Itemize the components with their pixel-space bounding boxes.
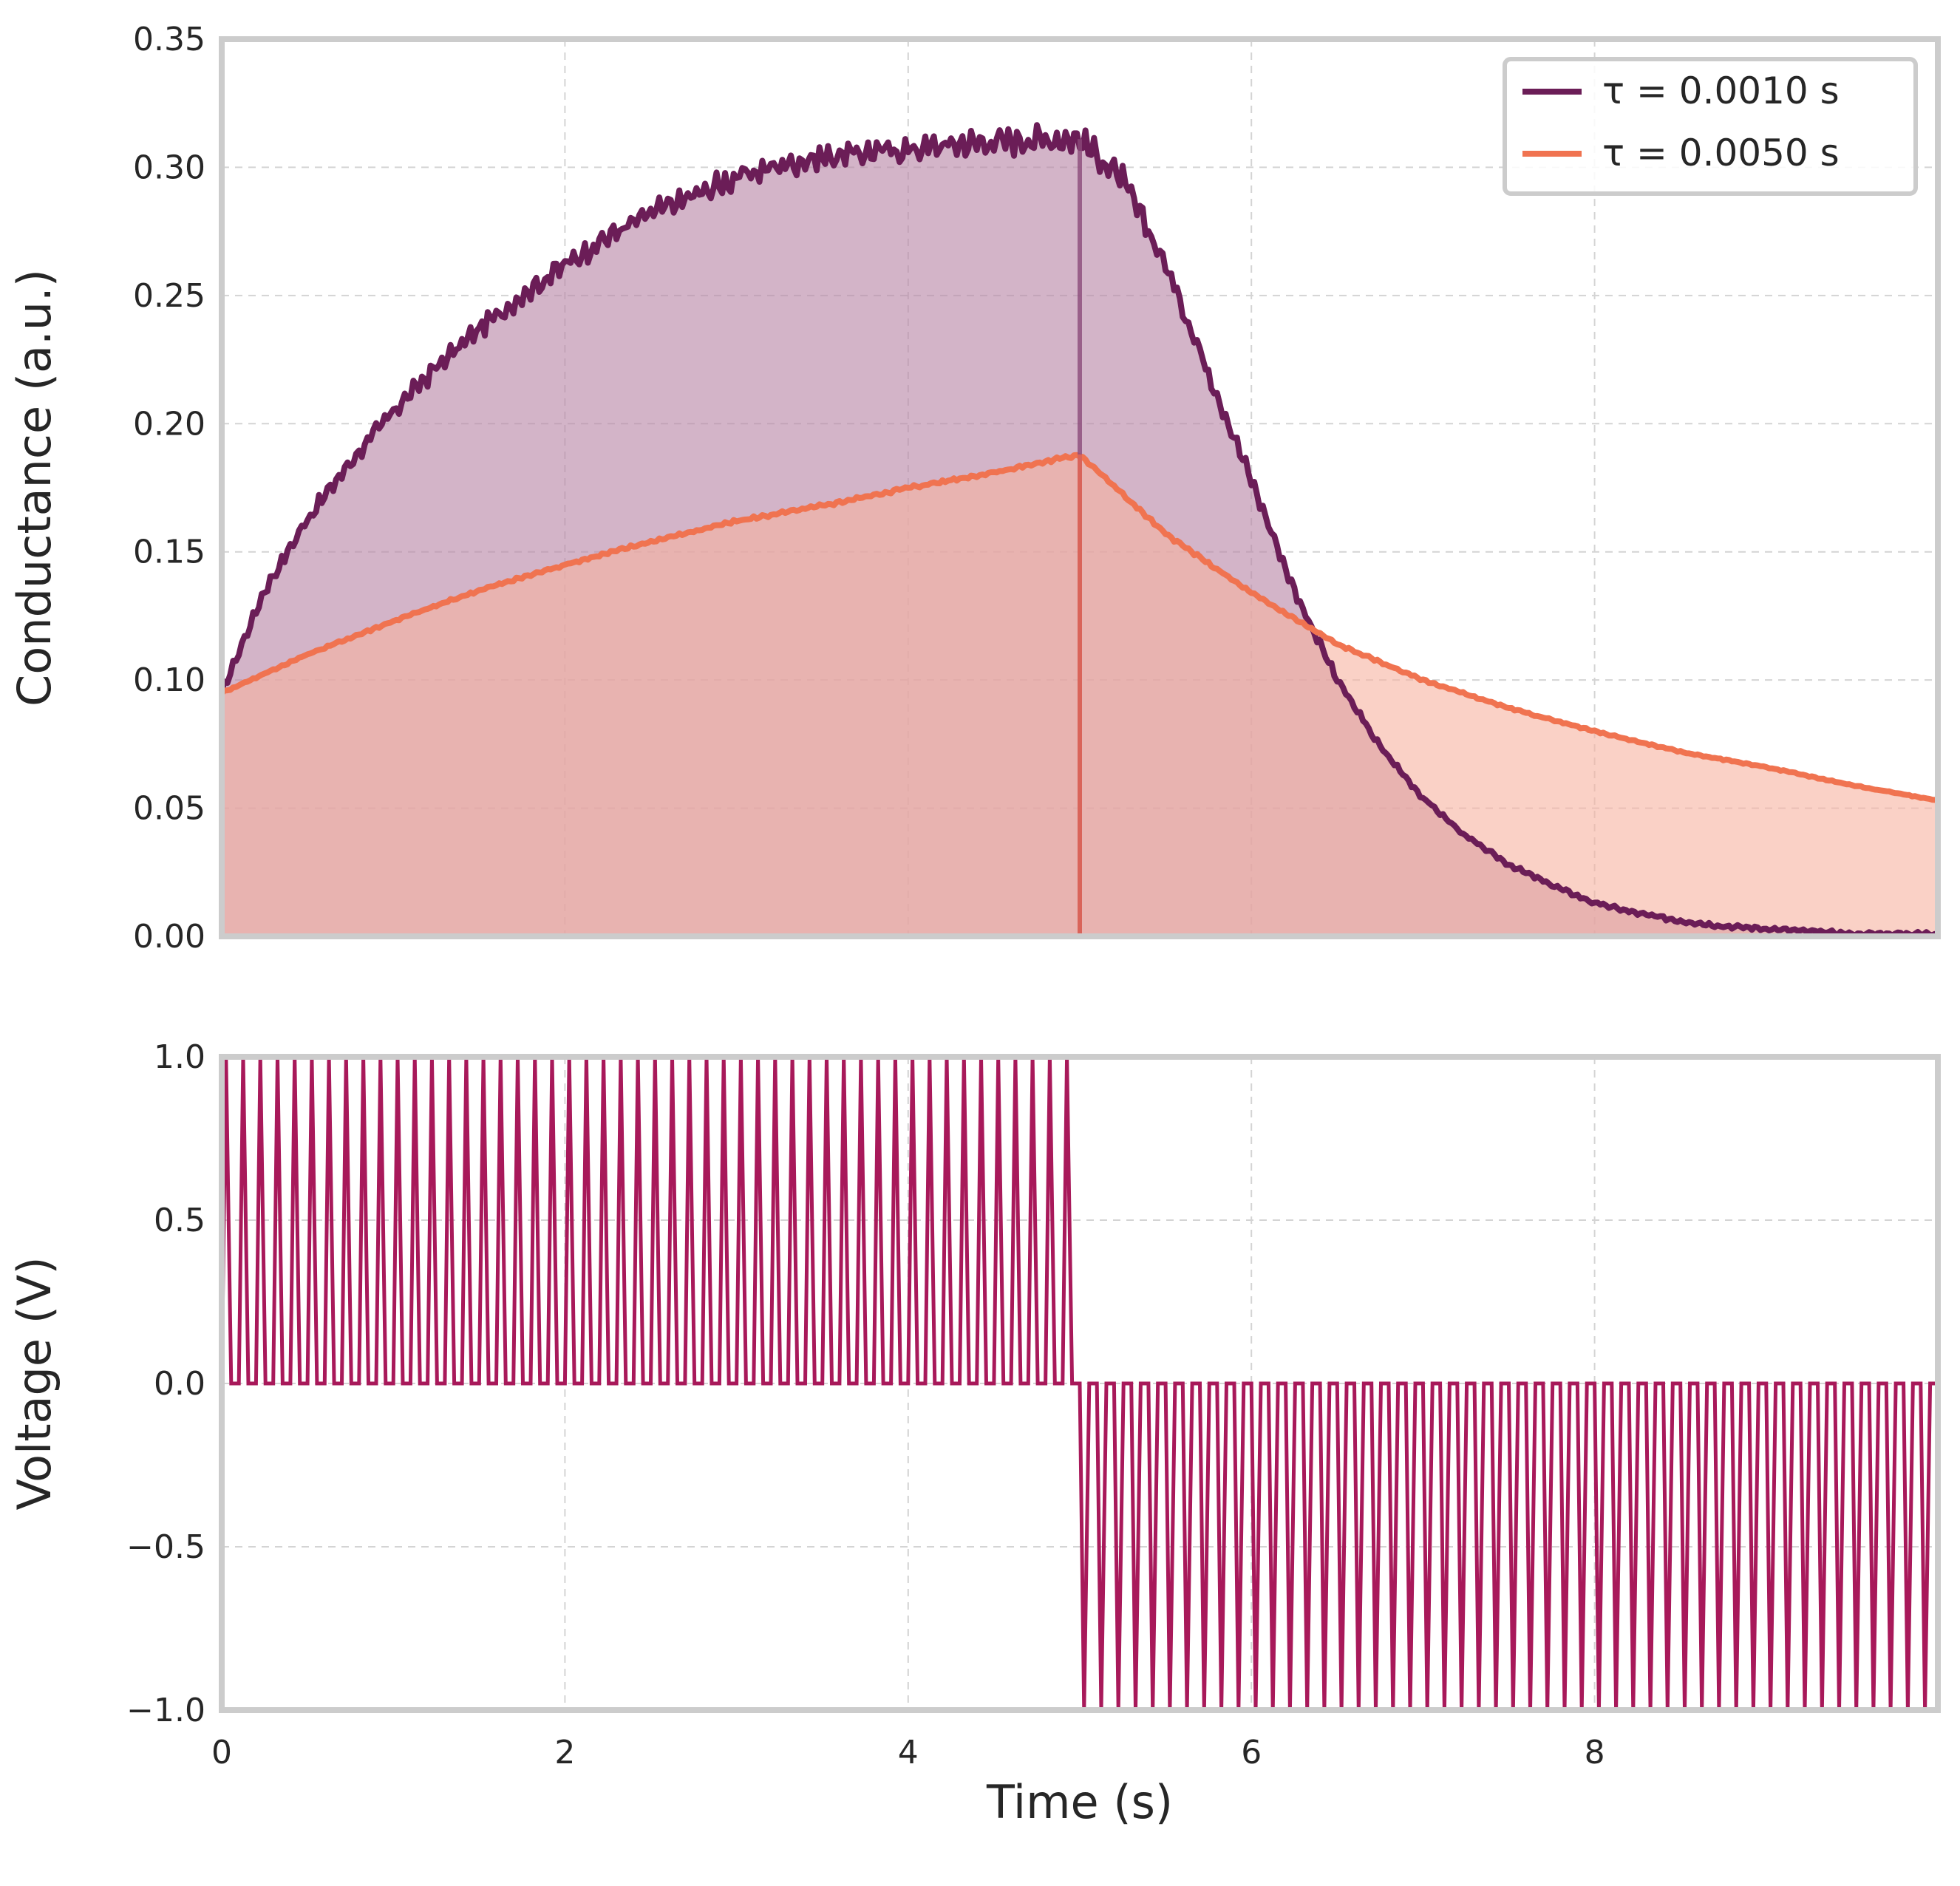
voltage-axes-frame [219, 1054, 1941, 1713]
legend-label-tau-0050: τ = 0.0050 s [1602, 132, 1840, 174]
time-x-tick-0: 0 [211, 1734, 232, 1771]
time-x-tick-3: 6 [1241, 1734, 1262, 1771]
voltage-x-tick-labels: 0 2 4 6 8 [211, 1734, 1605, 1771]
conductance-y-tick-1: 0.05 [133, 790, 205, 828]
voltage-y-tick-1: −0.5 [126, 1528, 205, 1566]
conductance-y-tick-3: 0.15 [133, 534, 205, 571]
time-x-tick-4: 8 [1585, 1734, 1605, 1771]
time-x-axis-label: Time (s) [986, 1775, 1173, 1829]
conductance-y-tick-4: 0.20 [133, 405, 205, 443]
conductance-y-axis-label: Conductance (a.u.) [7, 269, 61, 707]
voltage-panel: −1.0 −0.5 0.0 0.5 1.0 0 2 4 6 8 Voltage (V) Time… [7, 1038, 1941, 1829]
voltage-line [220, 1056, 1938, 1711]
conductance-lines [219, 122, 1939, 939]
conductance-y-tick-5: 0.25 [133, 277, 205, 315]
voltage-y-tick-labels: −1.0 −0.5 0.0 0.5 1.0 [126, 1038, 205, 1729]
conductance-y-tick-2: 0.10 [133, 661, 205, 699]
voltage-y-tick-0: −1.0 [126, 1692, 205, 1729]
time-x-tick-1: 2 [554, 1734, 575, 1771]
voltage-y-tick-2: 0.0 [154, 1365, 205, 1403]
voltage-lines [220, 1056, 1938, 1711]
time-x-tick-2: 4 [898, 1734, 919, 1771]
conductance-y-tick-7: 0.35 [133, 21, 205, 58]
legend-box [1503, 57, 1918, 196]
conductance-panel: 0.00 0.05 0.10 0.15 0.20 0.25 0.30 0.35 Conduct… [7, 21, 1941, 956]
legend-label-tau-0010: τ = 0.0010 s [1602, 69, 1840, 112]
voltage-y-tick-3: 0.5 [154, 1202, 205, 1239]
voltage-y-axis-label: Voltage (V) [7, 1256, 61, 1510]
conductance-y-tick-6: 0.30 [133, 149, 205, 186]
voltage-y-tick-4: 1.0 [154, 1038, 205, 1076]
conductance-y-tick-0: 0.00 [133, 918, 205, 956]
conductance-axes-frame [219, 36, 1941, 939]
conductance-y-tick-labels: 0.00 0.05 0.10 0.15 0.20 0.25 0.30 0.35 [133, 21, 205, 956]
legend: τ = 0.0010 s τ = 0.0050 s [1503, 57, 1918, 196]
